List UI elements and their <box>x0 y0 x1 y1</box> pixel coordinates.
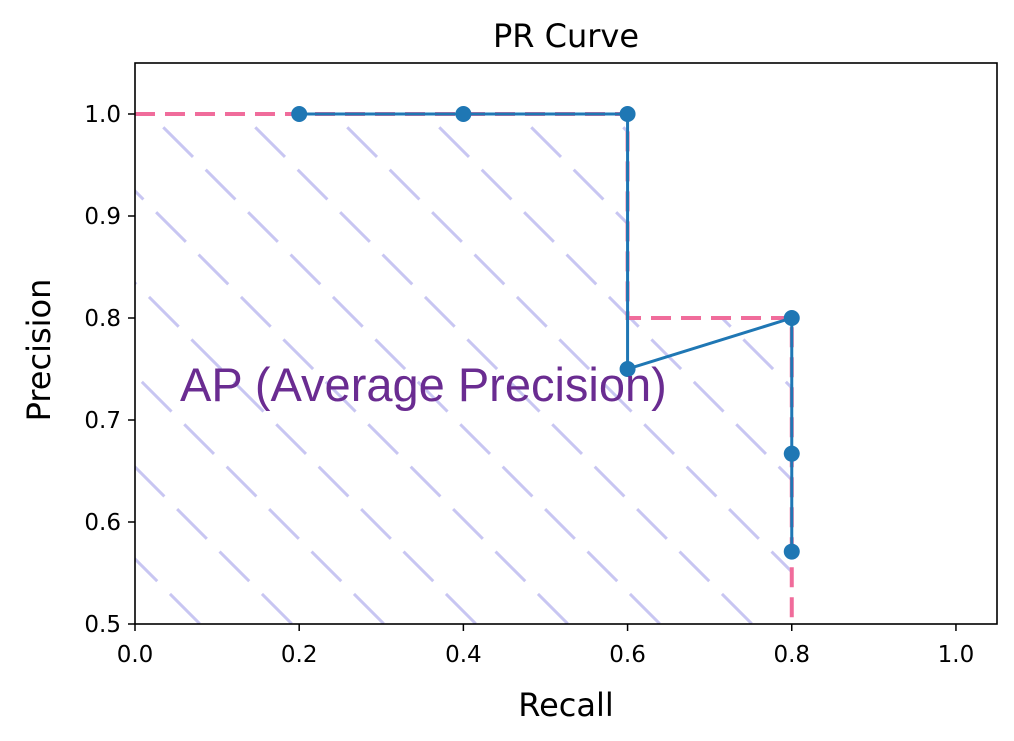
y-tick-label: 1.0 <box>84 102 121 128</box>
x-tick-label: 0.2 <box>281 642 318 668</box>
y-tick-label: 0.8 <box>84 306 121 332</box>
hatch-line <box>135 114 554 624</box>
y-tick-label: 0.9 <box>84 204 121 230</box>
hatch-line <box>770 114 792 624</box>
hatch-line <box>864 0 1014 700</box>
hatch-line <box>135 114 738 624</box>
plot-frame <box>134 62 998 625</box>
hatch-line <box>218 114 792 624</box>
data-point <box>455 106 472 122</box>
x-tick-label: 0.4 <box>445 642 482 668</box>
hatch-line <box>402 114 792 624</box>
hatch-line <box>310 114 792 624</box>
data-point <box>783 445 800 462</box>
pr-series <box>291 106 800 560</box>
ap-hatched-area <box>135 0 1014 700</box>
data-point <box>783 543 800 560</box>
y-axis-label: Precision <box>20 279 58 422</box>
y-tick-label: 0.5 <box>84 612 121 638</box>
hatch-line <box>135 114 792 624</box>
data-point <box>291 106 308 122</box>
ap-annotation: AP (Average Precision) <box>180 358 667 411</box>
hatch-line <box>135 114 646 624</box>
x-axis-ticks: 0.0 0.2 0.4 0.6 0.8 1.0 <box>117 624 975 668</box>
x-tick-label: 0.0 <box>117 642 154 668</box>
y-tick-label: 0.7 <box>84 408 121 434</box>
hatch-line <box>135 114 462 624</box>
hatch-line <box>678 114 792 624</box>
hatch-line <box>956 0 1014 700</box>
x-tick-label: 1.0 <box>938 642 975 668</box>
y-axis-ticks: 0.5 0.6 0.7 0.8 0.9 1.0 <box>84 102 135 638</box>
y-tick-label: 0.6 <box>84 510 121 536</box>
x-axis-label: Recall <box>518 686 613 724</box>
hatch-line <box>586 114 792 624</box>
data-point <box>783 310 800 326</box>
x-tick-label: 0.8 <box>773 642 810 668</box>
data-point <box>619 106 636 122</box>
series-line <box>299 112 794 552</box>
chart-title: PR Curve <box>493 17 639 55</box>
data-point <box>619 361 636 377</box>
x-tick-label: 0.6 <box>609 642 646 668</box>
